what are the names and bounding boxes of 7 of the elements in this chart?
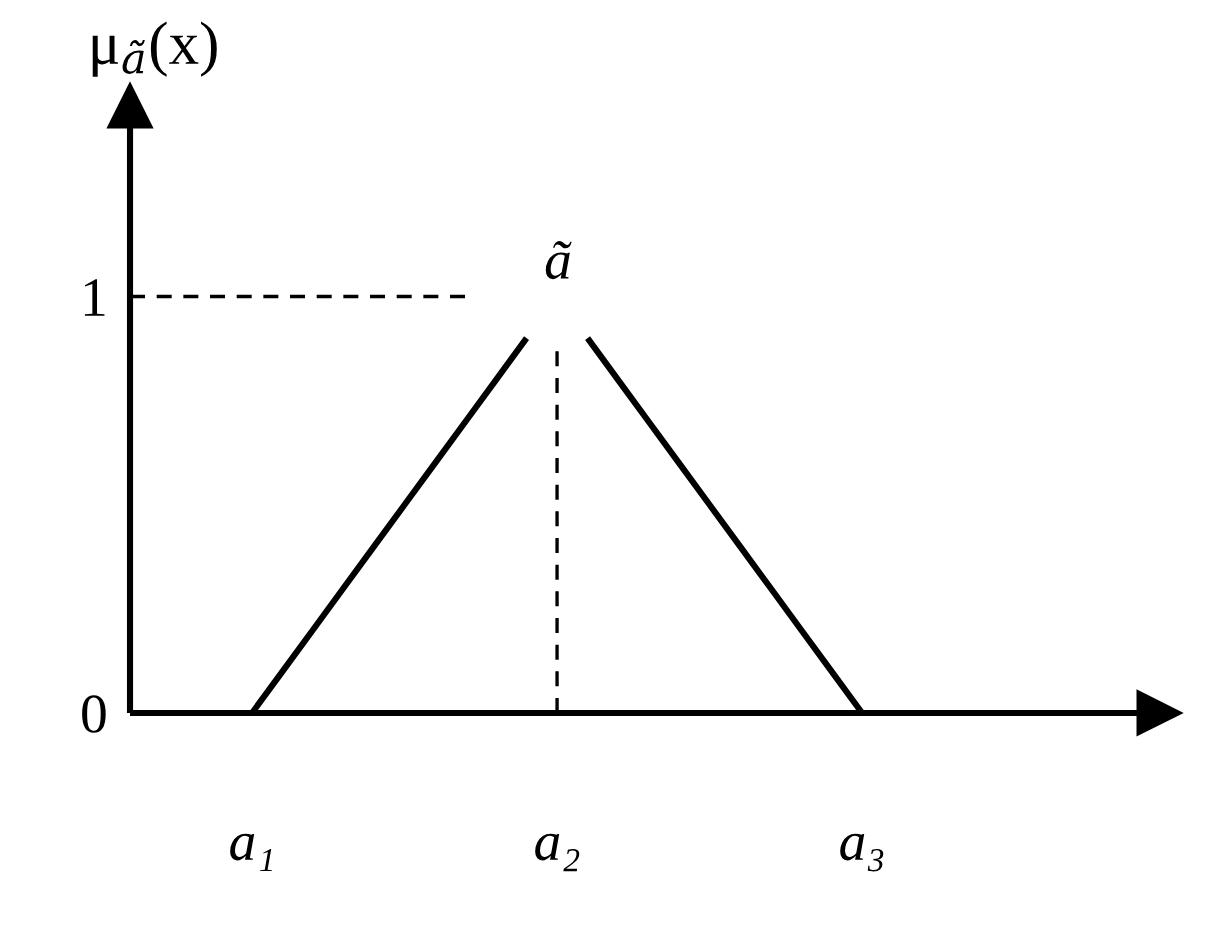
x-tick-label: a₃ <box>840 833 884 872</box>
y-tick-label: 0 <box>82 695 106 733</box>
annotation: ã <box>545 241 572 280</box>
x-tick-label: a₁ <box>230 833 272 872</box>
y-axis-title: μ$_{ã}$(x) <box>92 21 217 77</box>
y-tick-label: 1 <box>84 279 105 316</box>
x-tick-label: a₂ <box>535 833 580 872</box>
